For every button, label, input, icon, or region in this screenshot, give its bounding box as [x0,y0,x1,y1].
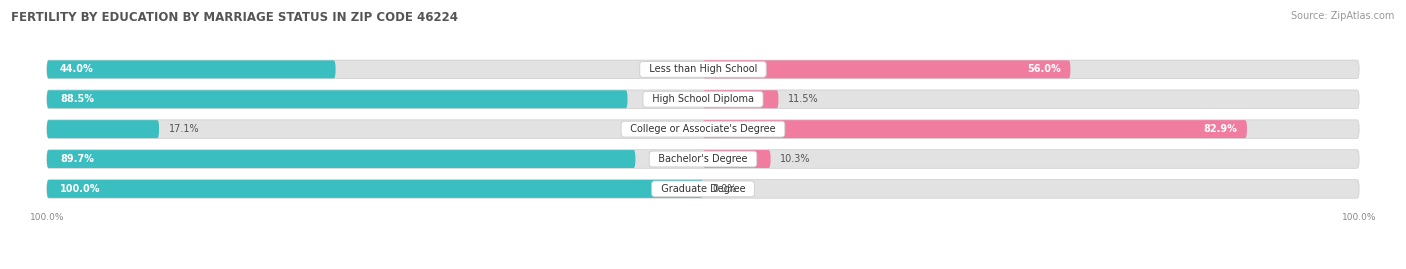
FancyBboxPatch shape [46,120,159,138]
Text: 100.0%: 100.0% [60,184,100,194]
Text: FERTILITY BY EDUCATION BY MARRIAGE STATUS IN ZIP CODE 46224: FERTILITY BY EDUCATION BY MARRIAGE STATU… [11,11,458,24]
FancyBboxPatch shape [46,180,703,198]
FancyBboxPatch shape [703,90,779,108]
Text: 10.3%: 10.3% [780,154,811,164]
FancyBboxPatch shape [46,60,336,78]
Text: Bachelor's Degree: Bachelor's Degree [652,154,754,164]
Text: 44.0%: 44.0% [60,64,94,74]
Text: High School Diploma: High School Diploma [645,94,761,104]
Text: Source: ZipAtlas.com: Source: ZipAtlas.com [1291,11,1395,21]
Text: 56.0%: 56.0% [1026,64,1060,74]
Text: 17.1%: 17.1% [169,124,200,134]
FancyBboxPatch shape [46,120,1360,138]
FancyBboxPatch shape [46,90,627,108]
Text: 11.5%: 11.5% [789,94,818,104]
FancyBboxPatch shape [703,60,1070,78]
FancyBboxPatch shape [703,120,1247,138]
Text: Graduate Degree: Graduate Degree [655,184,751,194]
Text: 88.5%: 88.5% [60,94,94,104]
FancyBboxPatch shape [46,150,636,168]
FancyBboxPatch shape [46,60,1360,79]
FancyBboxPatch shape [46,150,1360,168]
Text: 82.9%: 82.9% [1204,124,1237,134]
Text: 89.7%: 89.7% [60,154,94,164]
Text: Less than High School: Less than High School [643,64,763,74]
FancyBboxPatch shape [703,150,770,168]
FancyBboxPatch shape [46,90,1360,108]
FancyBboxPatch shape [46,180,1360,198]
Text: College or Associate's Degree: College or Associate's Degree [624,124,782,134]
Text: 0.0%: 0.0% [713,184,737,194]
